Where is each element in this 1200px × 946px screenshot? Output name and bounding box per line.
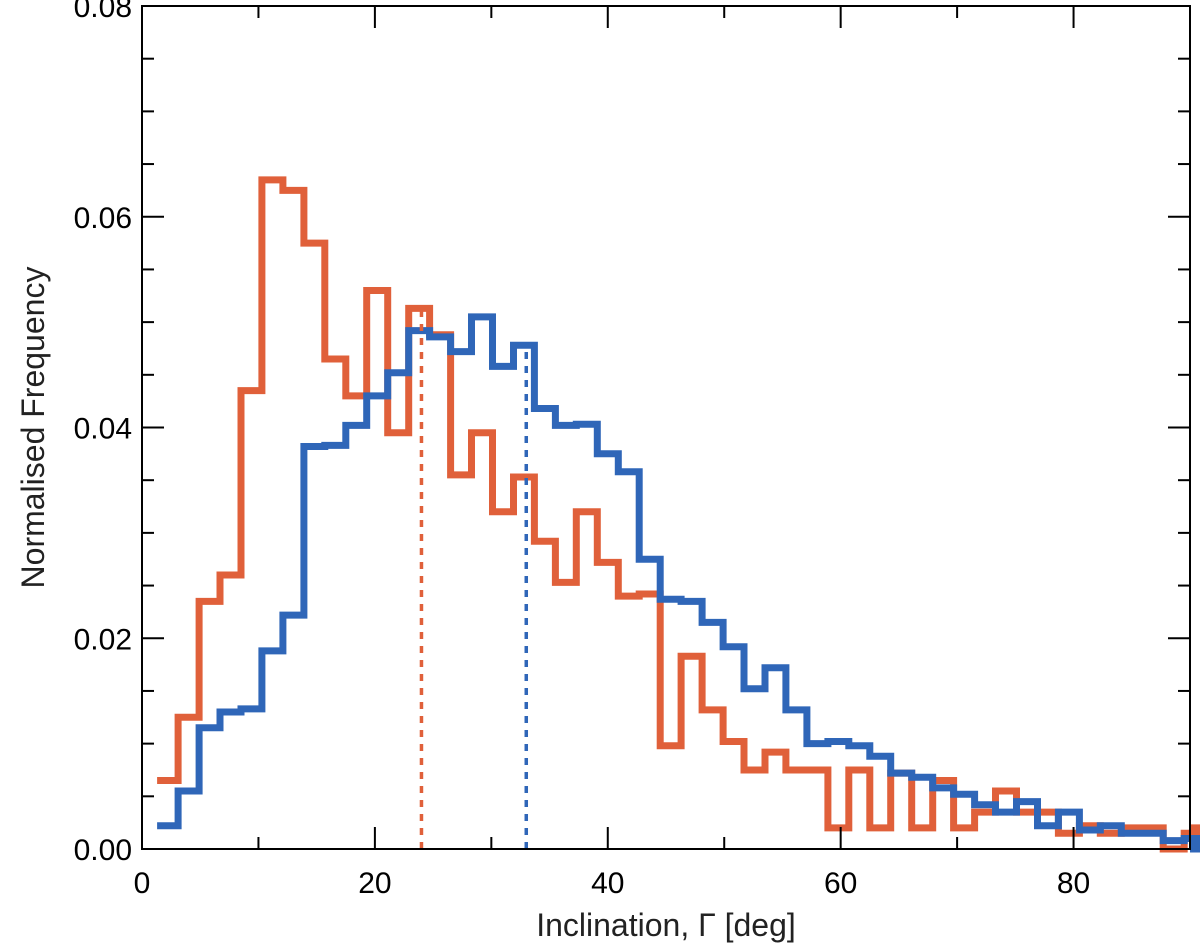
series-red-step-line	[157, 176, 1200, 853]
y-tick-label: 0.04	[74, 413, 132, 446]
tick-label-layer: 0 20 40 60 80 0.00 0.02 0.04 0.06 0.08	[74, 0, 1091, 900]
x-tick-label: 40	[591, 867, 624, 900]
series-blue-step-line	[157, 313, 1200, 853]
plot-frame	[141, 5, 1191, 850]
y-tick-label: 0.00	[74, 834, 132, 867]
y-tick-label: 0.08	[74, 0, 132, 24]
tick-layer	[141, 5, 1191, 850]
x-tick-label: 0	[134, 867, 151, 900]
x-tick-label: 20	[358, 867, 391, 900]
y-tick-label: 0.02	[74, 623, 132, 656]
series-layer	[157, 176, 1200, 853]
x-tick-label: 80	[1057, 867, 1090, 900]
y-axis-label: Normalised Frequency	[15, 267, 51, 589]
x-axis-label: Inclination, Γ [deg]	[536, 907, 796, 943]
y-tick-label: 0.06	[74, 202, 132, 235]
median-layer	[419, 308, 529, 849]
x-tick-label: 60	[824, 867, 857, 900]
